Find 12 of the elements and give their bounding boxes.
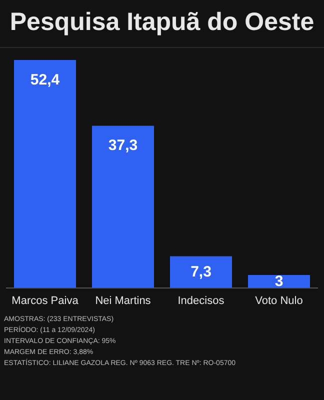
- data-label: 7,3: [190, 264, 212, 281]
- data-label: 37,3: [108, 137, 138, 154]
- chart-title: Pesquisa Itapuã do Oeste: [8, 7, 316, 37]
- x-tick-label: Indecisos: [178, 294, 225, 307]
- x-tick-label: Voto Nulo: [255, 294, 303, 307]
- bar: [14, 60, 76, 288]
- data-label: 52,4: [30, 72, 60, 88]
- x-tick-label: Marcos Paiva: [12, 294, 80, 307]
- bar: [170, 256, 232, 288]
- data-label: 3: [274, 272, 284, 290]
- x-tick-label: Nei Martins: [95, 294, 152, 307]
- bar: [92, 126, 154, 288]
